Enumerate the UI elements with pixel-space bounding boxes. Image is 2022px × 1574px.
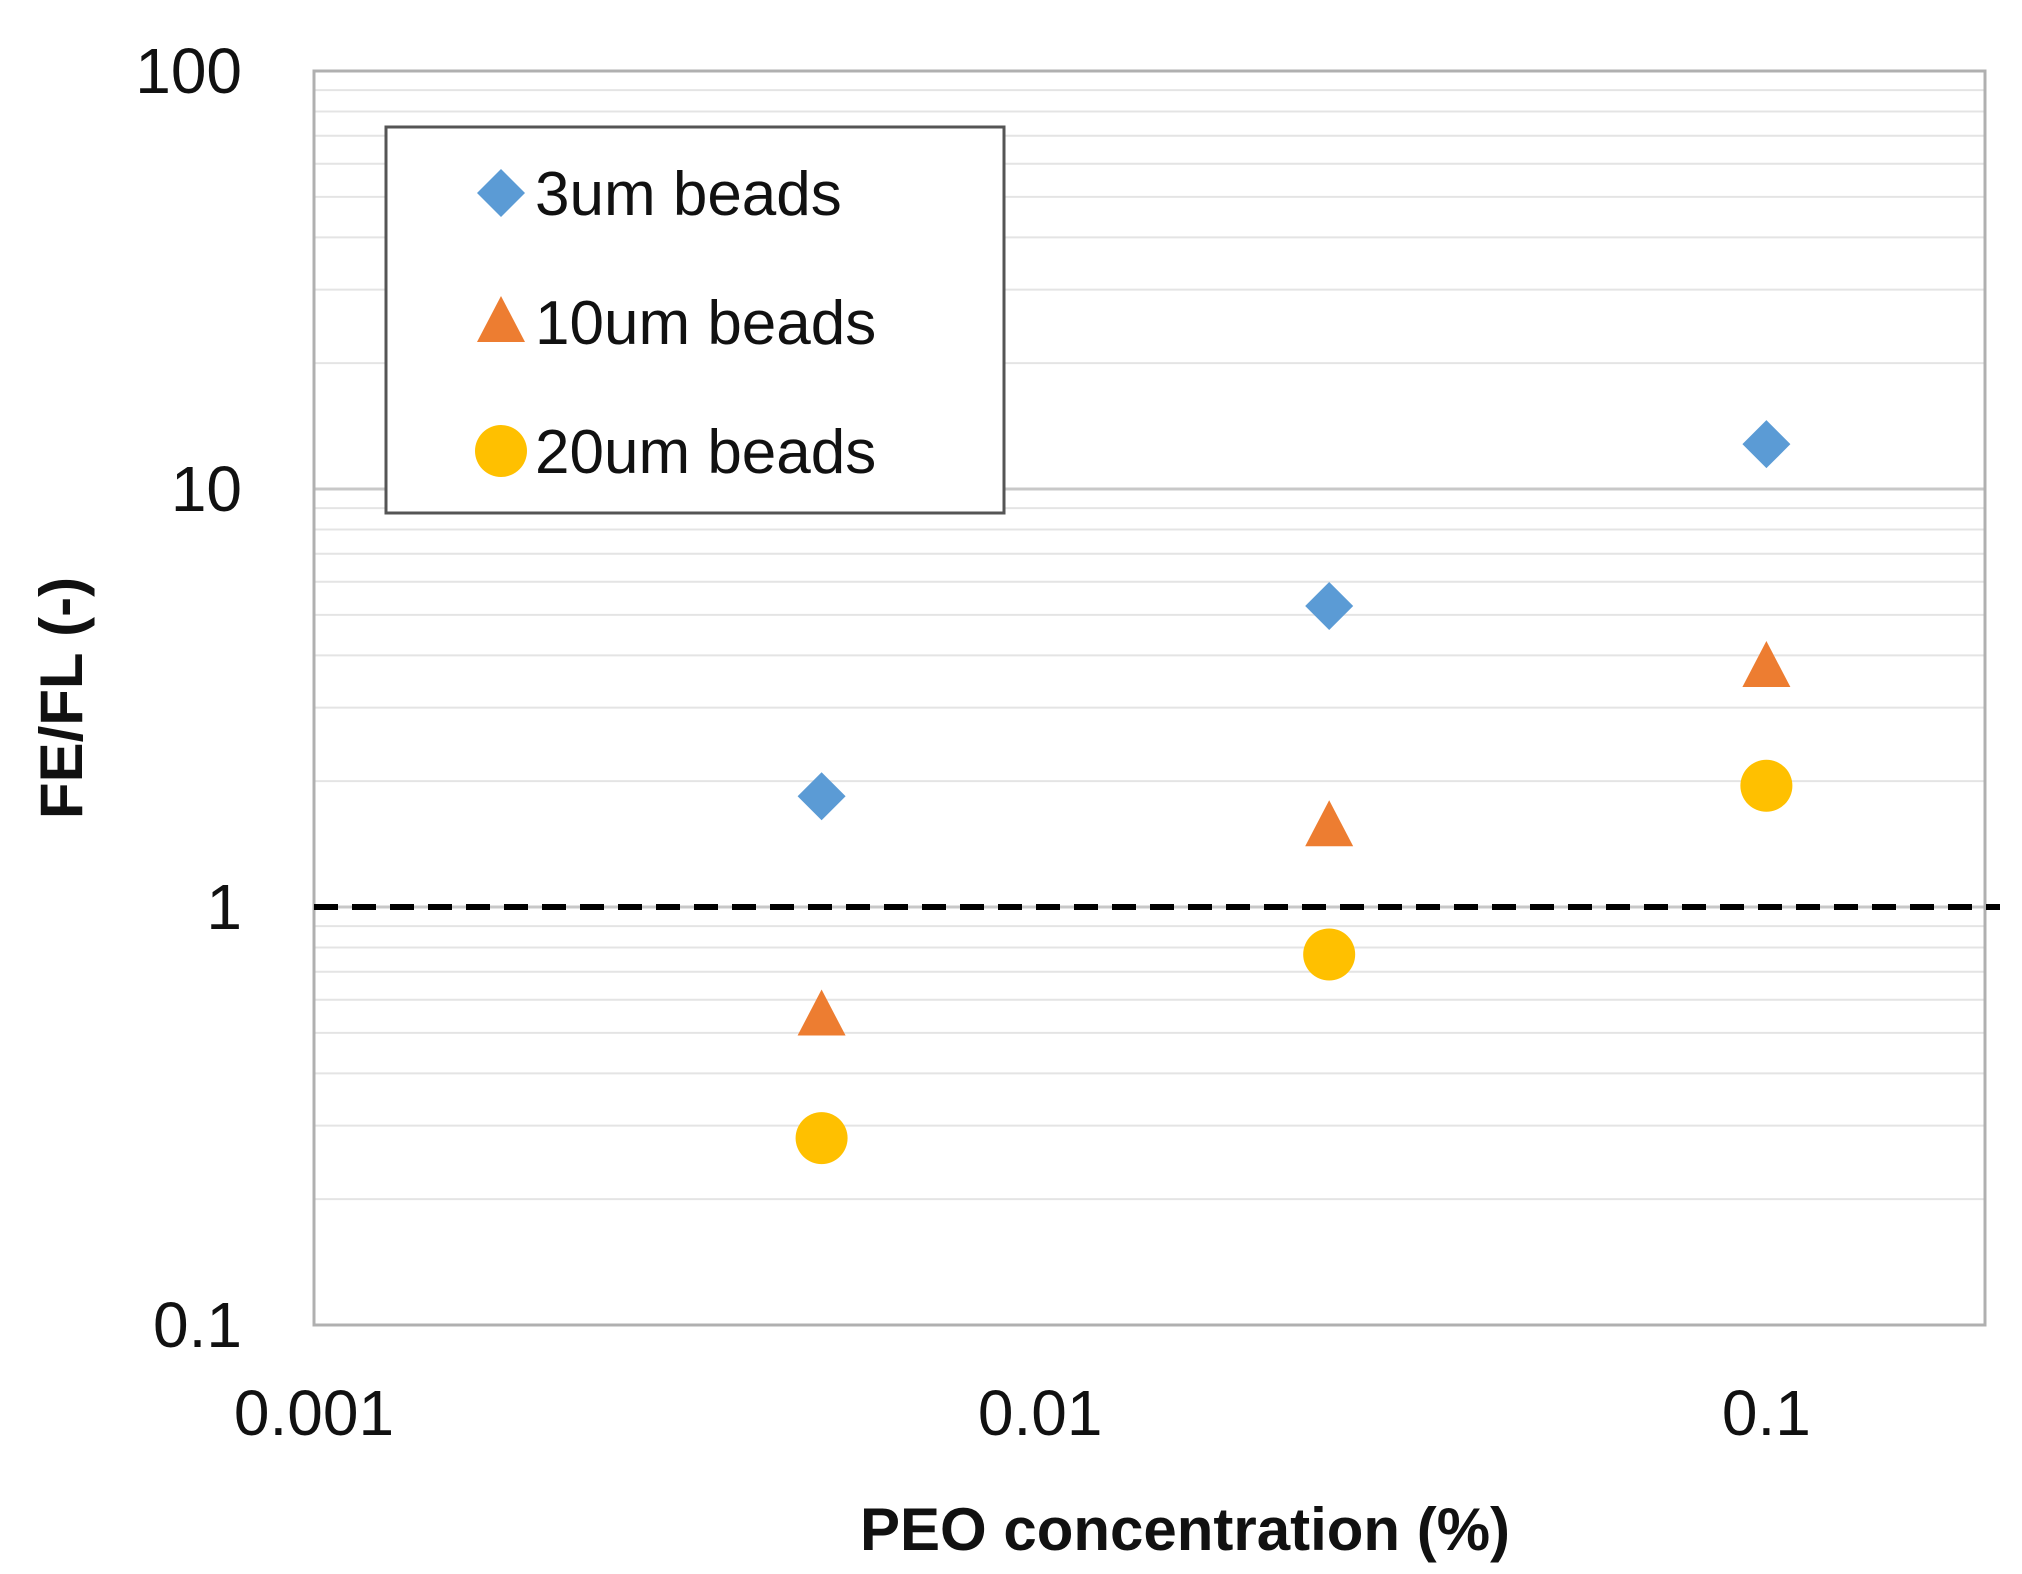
legend-label: 3um beads (535, 160, 842, 229)
y-axis-title: FE/FL (-) (28, 577, 95, 819)
data-point-circle (1303, 928, 1356, 981)
x-tick-label: 0.01 (978, 1377, 1103, 1449)
data-point-diamond (1742, 420, 1791, 469)
legend-label: 20um beads (535, 418, 876, 487)
legend-label: 10um beads (535, 289, 876, 358)
legend-triangle-icon (477, 296, 525, 342)
plot-area-border (312, 69, 1987, 1327)
data-point-triangle (1305, 800, 1354, 847)
data-point-circle (1740, 759, 1793, 812)
gridlines (314, 89, 1985, 1201)
legend-circle-icon (475, 425, 527, 477)
x-tick-label: 0.1 (1722, 1377, 1811, 1449)
data-point-diamond (797, 772, 846, 821)
x-tick-label: 0.001 (234, 1377, 394, 1449)
data-point-diamond (1305, 581, 1354, 630)
x-tick-labels: 0.001 0.01 0.1 (234, 1377, 1811, 1449)
y-tick-label: 0.1 (153, 1289, 242, 1361)
data-points (795, 420, 1793, 1165)
x-axis-title: PEO concentration (%) (860, 1496, 1510, 1563)
legend: 3um beads 10um beads 20um beads (384, 125, 1006, 515)
data-point-circle (795, 1112, 848, 1165)
data-point-triangle (797, 989, 846, 1036)
y-tick-label: 100 (135, 35, 242, 107)
data-point-triangle (1742, 641, 1791, 688)
y-tick-label: 1 (206, 871, 242, 943)
y-tick-labels: 0.1 1 10 100 (135, 35, 242, 1361)
legend-diamond-icon (477, 169, 525, 217)
y-tick-label: 10 (171, 453, 242, 525)
